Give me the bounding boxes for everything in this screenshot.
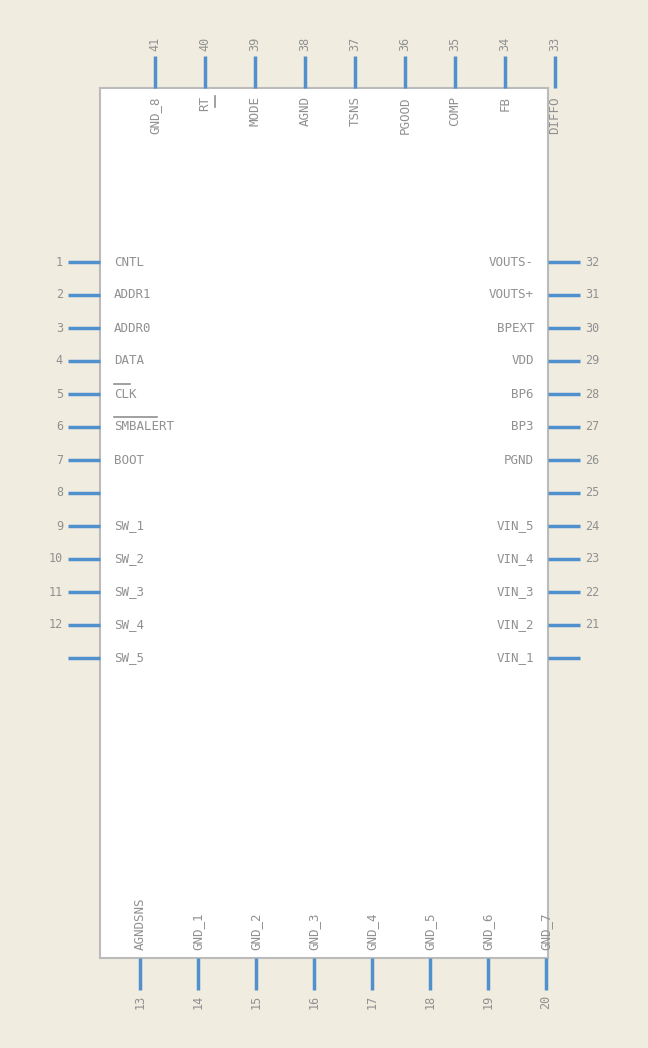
Text: 2: 2 bbox=[56, 288, 63, 302]
Text: SW_2: SW_2 bbox=[114, 552, 144, 566]
Text: 29: 29 bbox=[585, 354, 599, 368]
Text: SMBALERT: SMBALERT bbox=[114, 420, 174, 434]
Text: 25: 25 bbox=[585, 486, 599, 500]
Text: RT: RT bbox=[198, 96, 211, 111]
Text: GND_7: GND_7 bbox=[540, 913, 553, 949]
Text: 6: 6 bbox=[56, 420, 63, 434]
Text: 10: 10 bbox=[49, 552, 63, 566]
Text: DIFFO: DIFFO bbox=[548, 96, 562, 133]
Text: 34: 34 bbox=[498, 37, 511, 51]
Text: VIN_2: VIN_2 bbox=[496, 618, 534, 632]
Text: VDD: VDD bbox=[511, 354, 534, 368]
Text: 32: 32 bbox=[585, 256, 599, 268]
Text: 17: 17 bbox=[365, 995, 378, 1009]
Bar bbox=[100, 88, 548, 958]
Text: 13: 13 bbox=[133, 995, 146, 1009]
Text: 12: 12 bbox=[49, 618, 63, 632]
Text: GND_3: GND_3 bbox=[308, 913, 321, 949]
Text: BP3: BP3 bbox=[511, 420, 534, 434]
Text: 9: 9 bbox=[56, 520, 63, 532]
Text: 28: 28 bbox=[585, 388, 599, 400]
Text: SW_4: SW_4 bbox=[114, 618, 144, 632]
Text: PGND: PGND bbox=[504, 454, 534, 466]
Text: 37: 37 bbox=[349, 37, 362, 51]
Text: 5: 5 bbox=[56, 388, 63, 400]
Text: VIN_1: VIN_1 bbox=[496, 652, 534, 664]
Text: 39: 39 bbox=[248, 37, 262, 51]
Text: AGND: AGND bbox=[299, 96, 312, 126]
Text: SW_3: SW_3 bbox=[114, 586, 144, 598]
Text: ADDR0: ADDR0 bbox=[114, 322, 152, 334]
Text: 40: 40 bbox=[198, 37, 211, 51]
Text: AGNDSNS: AGNDSNS bbox=[133, 897, 146, 949]
Text: 24: 24 bbox=[585, 520, 599, 532]
Text: 15: 15 bbox=[249, 995, 262, 1009]
Text: 38: 38 bbox=[299, 37, 312, 51]
Text: GND_6: GND_6 bbox=[481, 913, 494, 949]
Text: 21: 21 bbox=[585, 618, 599, 632]
Text: BPEXT: BPEXT bbox=[496, 322, 534, 334]
Text: 22: 22 bbox=[585, 586, 599, 598]
Text: BOOT: BOOT bbox=[114, 454, 144, 466]
Text: 3: 3 bbox=[56, 322, 63, 334]
Text: CNTL: CNTL bbox=[114, 256, 144, 268]
Text: 30: 30 bbox=[585, 322, 599, 334]
Text: 23: 23 bbox=[585, 552, 599, 566]
Text: VOUTS-: VOUTS- bbox=[489, 256, 534, 268]
Text: BP6: BP6 bbox=[511, 388, 534, 400]
Text: 14: 14 bbox=[192, 995, 205, 1009]
Text: 7: 7 bbox=[56, 454, 63, 466]
Text: 35: 35 bbox=[448, 37, 461, 51]
Text: 20: 20 bbox=[540, 995, 553, 1009]
Text: VOUTS+: VOUTS+ bbox=[489, 288, 534, 302]
Text: 33: 33 bbox=[548, 37, 562, 51]
Text: VIN_3: VIN_3 bbox=[496, 586, 534, 598]
Text: 16: 16 bbox=[308, 995, 321, 1009]
Text: VIN_5: VIN_5 bbox=[496, 520, 534, 532]
Text: GND_1: GND_1 bbox=[192, 913, 205, 949]
Text: 31: 31 bbox=[585, 288, 599, 302]
Text: 11: 11 bbox=[49, 586, 63, 598]
Text: 36: 36 bbox=[399, 37, 411, 51]
Text: DATA: DATA bbox=[114, 354, 144, 368]
Text: GND_4: GND_4 bbox=[365, 913, 378, 949]
Text: MODE: MODE bbox=[248, 96, 262, 126]
Text: GND_8: GND_8 bbox=[148, 96, 161, 133]
Text: COMP: COMP bbox=[448, 96, 461, 126]
Text: TSNS: TSNS bbox=[349, 96, 362, 126]
Text: SW_1: SW_1 bbox=[114, 520, 144, 532]
Text: GND_2: GND_2 bbox=[249, 913, 262, 949]
Text: 27: 27 bbox=[585, 420, 599, 434]
Text: 4: 4 bbox=[56, 354, 63, 368]
Text: VIN_4: VIN_4 bbox=[496, 552, 534, 566]
Text: ADDR1: ADDR1 bbox=[114, 288, 152, 302]
Text: SW_5: SW_5 bbox=[114, 652, 144, 664]
Text: 1: 1 bbox=[56, 256, 63, 268]
Text: GND_5: GND_5 bbox=[424, 913, 437, 949]
Text: 26: 26 bbox=[585, 454, 599, 466]
Text: CLK: CLK bbox=[114, 388, 137, 400]
Text: PGOOD: PGOOD bbox=[399, 96, 411, 133]
Text: 41: 41 bbox=[148, 37, 161, 51]
Text: 8: 8 bbox=[56, 486, 63, 500]
Text: 19: 19 bbox=[481, 995, 494, 1009]
Text: 18: 18 bbox=[424, 995, 437, 1009]
Text: FB: FB bbox=[498, 96, 511, 111]
